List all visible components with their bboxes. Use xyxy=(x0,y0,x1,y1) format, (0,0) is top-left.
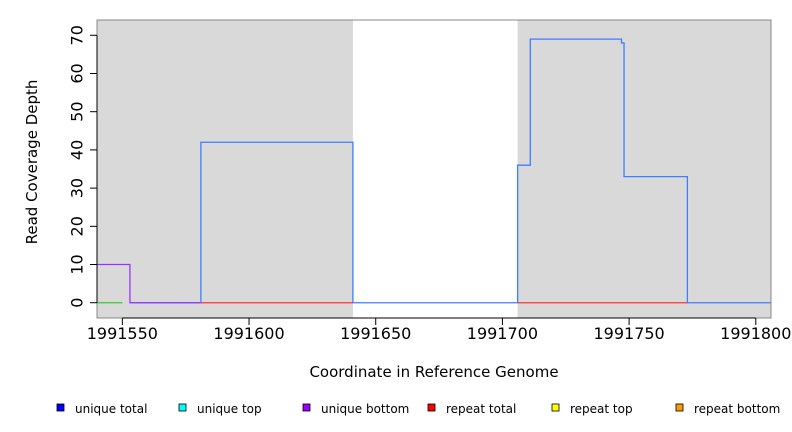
y-tick-label: 60 xyxy=(68,63,87,83)
x-tick-label: 1991650 xyxy=(340,324,411,343)
plot-background xyxy=(97,20,771,318)
legend-label: unique top xyxy=(197,402,262,416)
x-axis-title: Coordinate in Reference Genome xyxy=(309,363,558,381)
legend-swatch xyxy=(56,403,65,412)
y-tick-label: 20 xyxy=(68,216,87,236)
x-tick-label: 1991800 xyxy=(720,324,791,343)
y-tick-label: 0 xyxy=(68,298,87,308)
legend-item: repeat bottom xyxy=(675,402,780,416)
legend-label: repeat top xyxy=(570,402,633,416)
legend-item: repeat total xyxy=(427,402,516,416)
x-tick-label: 1991700 xyxy=(467,324,538,343)
legend-swatch xyxy=(427,403,436,412)
legend-item: unique bottom xyxy=(302,402,409,416)
y-tick-label: 40 xyxy=(68,140,87,160)
x-tick-label: 1991600 xyxy=(213,324,284,343)
x-tick-label: 1991750 xyxy=(593,324,664,343)
legend-label: unique total xyxy=(75,402,147,416)
legend-swatch xyxy=(302,403,311,412)
legend-label: unique bottom xyxy=(321,402,409,416)
coverage-line-0 xyxy=(129,38,771,304)
y-tick-label: 10 xyxy=(68,254,87,274)
legend-label: repeat bottom xyxy=(694,402,780,416)
legend-label: repeat total xyxy=(446,402,516,416)
y-tick-label: 50 xyxy=(68,102,87,122)
legend: unique total unique top unique bottom repea… xyxy=(56,402,780,416)
legend-swatch xyxy=(675,403,684,412)
coverage-line-1 xyxy=(97,263,201,304)
x-axis: 1991550 1991600 1991650 1991700 1991750 19918… xyxy=(87,317,791,343)
legend-item: unique total xyxy=(56,402,147,416)
series-layer xyxy=(97,38,771,304)
legend-item: unique top xyxy=(178,402,262,416)
unshaded-region xyxy=(352,20,518,318)
x-tick-label: 1991550 xyxy=(87,324,158,343)
y-tick-label: 70 xyxy=(68,25,87,45)
y-axis: 0 10 20 30 40 50 60 70 xyxy=(68,25,98,308)
legend-swatch xyxy=(178,403,187,412)
legend-item: repeat top xyxy=(551,402,633,416)
y-axis-title: Read Coverage Depth xyxy=(23,80,41,245)
y-tick-label: 30 xyxy=(68,178,87,198)
legend-swatch xyxy=(551,403,560,412)
